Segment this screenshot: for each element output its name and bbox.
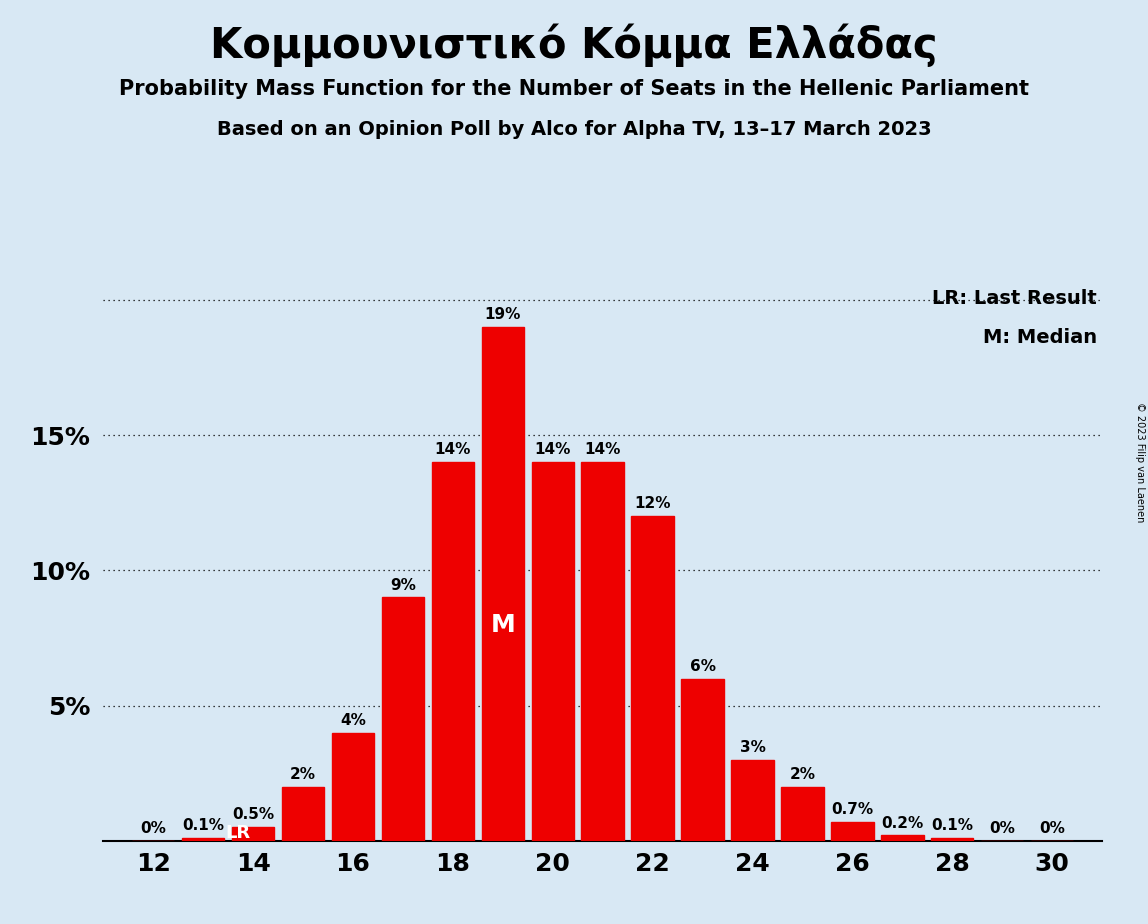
Text: 14%: 14% bbox=[584, 443, 621, 457]
Text: 0%: 0% bbox=[1039, 821, 1065, 836]
Text: 0.1%: 0.1% bbox=[183, 819, 224, 833]
Text: LR: Last Result: LR: Last Result bbox=[932, 289, 1097, 309]
Bar bbox=[682, 678, 723, 841]
Bar bbox=[482, 327, 523, 841]
Text: 0.7%: 0.7% bbox=[831, 802, 874, 817]
Text: 3%: 3% bbox=[739, 740, 766, 755]
Bar bbox=[631, 517, 674, 841]
Text: Probability Mass Function for the Number of Seats in the Hellenic Parliament: Probability Mass Function for the Number… bbox=[119, 79, 1029, 99]
Text: 14%: 14% bbox=[535, 443, 571, 457]
Text: 19%: 19% bbox=[484, 307, 521, 322]
Bar bbox=[183, 838, 224, 841]
Text: 0.5%: 0.5% bbox=[232, 808, 274, 822]
Text: M: Median: M: Median bbox=[983, 328, 1097, 347]
Text: M: M bbox=[490, 613, 515, 637]
Bar bbox=[782, 786, 823, 841]
Text: Based on an Opinion Poll by Alco for Alpha TV, 13–17 March 2023: Based on an Opinion Poll by Alco for Alp… bbox=[217, 120, 931, 140]
Text: 0.1%: 0.1% bbox=[931, 819, 974, 833]
Text: 12%: 12% bbox=[635, 496, 670, 512]
Bar bbox=[382, 598, 424, 841]
Text: 2%: 2% bbox=[790, 767, 815, 782]
Bar bbox=[831, 822, 874, 841]
Text: 0%: 0% bbox=[140, 821, 166, 836]
Text: 0%: 0% bbox=[990, 821, 1015, 836]
Bar bbox=[432, 462, 474, 841]
Bar bbox=[731, 760, 774, 841]
Bar bbox=[232, 827, 274, 841]
Text: 0.2%: 0.2% bbox=[882, 816, 923, 831]
Text: 4%: 4% bbox=[340, 712, 366, 728]
Text: LR: LR bbox=[226, 824, 250, 843]
Text: 14%: 14% bbox=[435, 443, 471, 457]
Bar bbox=[282, 786, 324, 841]
Text: 9%: 9% bbox=[390, 578, 416, 592]
Text: © 2023 Filip van Laenen: © 2023 Filip van Laenen bbox=[1135, 402, 1145, 522]
Bar bbox=[582, 462, 623, 841]
Text: 2%: 2% bbox=[290, 767, 316, 782]
Bar bbox=[332, 733, 374, 841]
Text: 6%: 6% bbox=[690, 659, 715, 674]
Bar bbox=[532, 462, 574, 841]
Bar bbox=[882, 835, 923, 841]
Text: Κομμουνιστικό Κόμμα Ελλάδας: Κομμουνιστικό Κόμμα Ελλάδας bbox=[210, 23, 938, 67]
Bar bbox=[931, 838, 974, 841]
